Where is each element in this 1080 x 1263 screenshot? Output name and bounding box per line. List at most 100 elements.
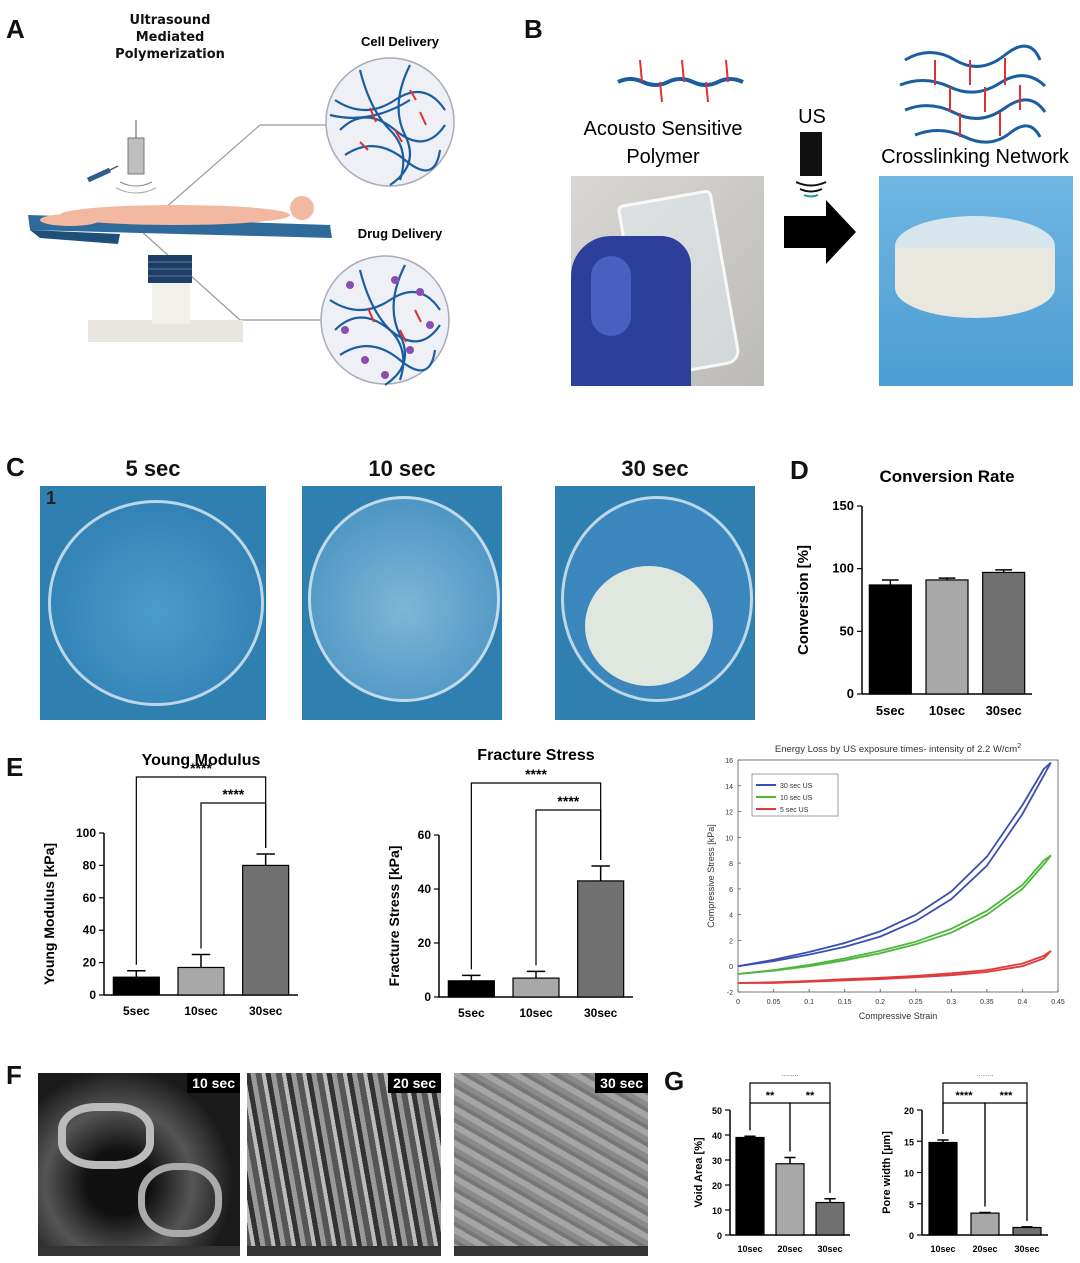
y-tick-label: 0 <box>729 964 733 971</box>
well-photo-30sec <box>555 486 755 720</box>
y-tick-label: 0 <box>424 990 431 1004</box>
x-tick-label: 0.3 <box>946 999 956 1006</box>
legend-label: 10 sec US <box>780 795 813 802</box>
x-axis-label: Compressive Strain <box>859 1011 938 1021</box>
plot-frame <box>737 759 1059 993</box>
y-tick-label: 0 <box>847 686 854 701</box>
y-tick-label: 8 <box>729 861 733 868</box>
x-tick-label: 10sec <box>519 1006 553 1020</box>
x-tick-label: 0.35 <box>980 999 994 1006</box>
y-axis-label: Pore width [µm] <box>881 1131 893 1214</box>
network-label: Crosslinking Network <box>881 146 1070 168</box>
legend-label: 30 sec US <box>780 783 813 790</box>
x-tick-label: 10sec <box>929 703 965 718</box>
significance-label: ** <box>766 1090 775 1102</box>
bar <box>112 976 160 996</box>
y-tick-label: 30 <box>712 1156 722 1166</box>
y-tick-label: 50 <box>840 623 854 638</box>
bar <box>1012 1226 1042 1236</box>
polymer-label-1: Acousto Sensitive <box>584 118 743 140</box>
panel-letter-e: E <box>6 752 24 782</box>
x-tick-label: 10sec <box>930 1244 955 1254</box>
x-tick-label: 5sec <box>458 1006 485 1020</box>
significance-label: **** <box>976 1075 994 1082</box>
y-tick-label: 10 <box>725 835 733 842</box>
y-tick-label: 2 <box>729 938 733 945</box>
x-tick-label: 30sec <box>986 703 1022 718</box>
x-tick-label: 0.15 <box>838 999 852 1006</box>
significance-label: **** <box>222 786 244 802</box>
x-tick-label: 10sec <box>737 1244 762 1254</box>
y-axis-label: Young Modulus [kPa] <box>41 843 57 985</box>
chart-title: Conversion Rate <box>879 467 1014 486</box>
significance-bracket <box>535 809 602 966</box>
panel-letter-d: D <box>790 455 809 485</box>
y-axis-label: Conversion [%] <box>795 545 812 655</box>
significance-bracket <box>789 1102 831 1193</box>
y-tick-label: 10 <box>904 1169 914 1179</box>
y-tick-label: 0 <box>89 988 96 1002</box>
chart-young-modulus: Young Modulus 0 20 40 60 80 100 Young Modulus [… <box>41 752 298 1018</box>
sem-photo-30sec: 30 sec <box>454 1073 648 1256</box>
panel-letter-b: B <box>524 14 543 44</box>
y-axis-label: Compressive Stress [kPa] <box>706 824 716 928</box>
significance-label: **** <box>781 1075 799 1082</box>
significance-label: **** <box>955 1090 973 1102</box>
drug-delivery-label: Drug Delivery <box>358 226 443 241</box>
syringe-icon <box>86 167 112 183</box>
significance-label: **** <box>557 793 579 809</box>
significance-label: *** <box>1000 1090 1014 1102</box>
bar <box>735 1136 765 1236</box>
c-label-30sec: 30 sec <box>621 456 689 481</box>
series-line-unloading <box>737 854 1052 975</box>
y-tick-label: 80 <box>83 858 97 872</box>
c-label-5sec: 5 sec <box>125 456 181 481</box>
series-line-unloading <box>738 950 1052 984</box>
well-photo-5sec: 1 <box>40 486 266 720</box>
bar <box>242 864 290 996</box>
table-column <box>152 280 190 324</box>
sem-label-30sec: 30 sec <box>595 1073 648 1093</box>
series-line-loading <box>737 854 1052 975</box>
x-tick-label: 30sec <box>584 1006 618 1020</box>
chart-title: Young Modulus <box>142 752 261 769</box>
crosslinked-network <box>899 44 1047 144</box>
y-tick-label: 15 <box>904 1137 914 1147</box>
bar <box>982 571 1026 695</box>
arrow-icon <box>784 200 856 264</box>
y-tick-label: 50 <box>712 1106 722 1116</box>
chart-energy-loss: Energy Loss by US exposure times- intens… <box>706 743 1065 1021</box>
significance-label: ** <box>806 1090 815 1102</box>
us-label: US <box>798 106 826 128</box>
x-tick-label: 0.05 <box>767 999 781 1006</box>
beaker-photo <box>571 176 764 386</box>
x-tick-label: 20sec <box>777 1244 802 1254</box>
y-tick-label: -2 <box>727 990 733 997</box>
y-tick-label: 12 <box>725 810 733 817</box>
bar <box>775 1163 805 1236</box>
chart-title: Fracture Stress <box>477 747 594 764</box>
x-tick-label: 0.25 <box>909 999 923 1006</box>
significance-label: **** <box>190 760 212 776</box>
y-tick-label: 16 <box>725 758 733 765</box>
panel-letter-g: G <box>664 1066 685 1096</box>
series-line-loading <box>737 761 1052 968</box>
panel-a-title: Ultrasound Mediated Polymerization <box>115 13 225 62</box>
x-tick-label: 30sec <box>249 1004 283 1018</box>
y-tick-label: 5 <box>909 1200 914 1210</box>
chart-pore-width: 0 5 10 15 20 Pore width [µm] 10sec 20sec 30sec **… <box>881 1075 1048 1254</box>
legend: 30 sec US 10 sec US 5 sec US <box>751 773 839 817</box>
c-label-10sec: 10 sec <box>368 456 436 481</box>
y-tick-label: 6 <box>729 887 733 894</box>
panel-a-illustration: Cell Delivery Drug Delivery <box>28 34 455 386</box>
y-tick-label: 40 <box>418 882 432 896</box>
bar <box>970 1212 1000 1236</box>
y-tick-label: 0 <box>909 1231 914 1241</box>
bar <box>577 880 625 998</box>
series-line-unloading <box>737 762 1052 968</box>
x-tick-label: 0.1 <box>804 999 814 1006</box>
y-tick-label: 0 <box>717 1231 722 1241</box>
sem-photo-20sec: 20 sec <box>247 1073 441 1256</box>
y-tick-label: 40 <box>712 1131 722 1141</box>
bar <box>928 1141 958 1236</box>
